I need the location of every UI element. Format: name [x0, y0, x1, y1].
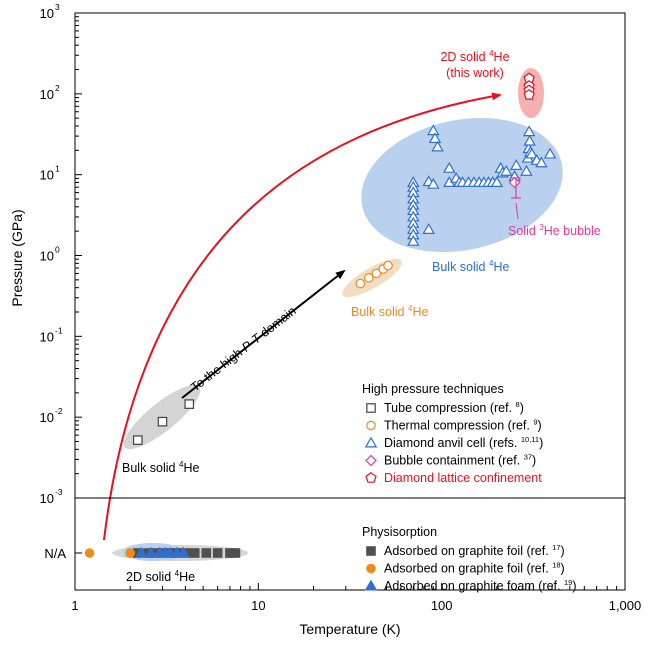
data-point-physisorption — [125, 548, 135, 558]
legend-label: Tube compression (ref. 8) — [384, 400, 524, 415]
data-point — [184, 399, 195, 409]
black-arrow — [181, 269, 346, 399]
label-this-work: (this work) — [446, 66, 504, 80]
legend-marker — [366, 563, 376, 574]
bubble-error-bar — [511, 177, 521, 199]
label-2d-bottom: 2D solid 4He — [126, 569, 195, 584]
data-point — [355, 278, 366, 289]
data-marks — [84, 72, 557, 558]
x-tick-label: 1 — [71, 598, 78, 613]
data-point-physisorption — [135, 546, 148, 558]
data-point-physisorption — [177, 546, 190, 558]
data-point — [371, 268, 382, 279]
legend-marker — [364, 579, 378, 591]
data-point — [509, 159, 523, 170]
legend-label: Diamond anvil cell (refs. 10,11) — [384, 435, 543, 450]
label-solid3-bubble: Solid 3He bubble — [508, 223, 601, 238]
data-point — [535, 156, 548, 168]
legend-label: Bubble containment (ref. 37) — [384, 453, 536, 468]
x-tick-label: 10 — [251, 598, 265, 613]
legend-label: Adsorbed on graphite foil (ref. 18) — [384, 561, 565, 576]
data-point — [522, 125, 536, 137]
data-point — [543, 147, 557, 159]
data-point — [508, 176, 521, 189]
y-tick-exponent: -3 — [55, 487, 63, 497]
x-tick-label: 100 — [431, 598, 453, 613]
y-tick-exponent: 3 — [55, 2, 60, 12]
legend-label: Thermal compression (ref. 9) — [384, 418, 542, 433]
y-tick-label: 10 — [40, 410, 54, 425]
legend-high-pressure: High pressure techniques Tube compressio… — [362, 382, 543, 485]
y-tick-label: 10 — [40, 6, 54, 21]
legend-high-title: High pressure techniques — [362, 382, 504, 396]
data-point — [443, 161, 456, 173]
legend-label: Adsorbed on graphite foil (ref. 17) — [384, 543, 565, 558]
data-point-physisorption — [201, 548, 212, 558]
data-point — [407, 234, 420, 246]
data-point — [363, 272, 374, 283]
data-point — [523, 134, 536, 146]
shaded-regions — [112, 68, 563, 561]
axis-ticks — [74, 12, 626, 590]
y-tick-exponent: 0 — [55, 245, 60, 255]
plot-frame — [74, 12, 626, 591]
legend-marker — [366, 546, 376, 556]
data-point — [383, 260, 393, 271]
y-tick-exponent: -2 — [55, 406, 63, 416]
label-2d-this-work: 2D solid 4He — [440, 49, 509, 64]
legend-phys-title: Physisorption — [362, 525, 437, 539]
y-tick-label: 10 — [40, 491, 54, 506]
label-arrow: To the high P-T domain — [188, 304, 299, 395]
label-bulk-low: Bulk solid 4He — [122, 460, 199, 475]
data-point — [157, 416, 168, 427]
legend-marker — [364, 436, 378, 448]
legend-physisorption: Physisorption Adsorbed on graphite foil … — [362, 525, 577, 593]
legend-marker — [365, 454, 377, 467]
y-tick-label: 10 — [40, 87, 54, 102]
label-bulk-orange: Bulk solid 4He — [351, 304, 428, 319]
data-point-physisorption — [212, 548, 223, 558]
label-bulk-blue: Bulk solid 4He — [432, 259, 509, 274]
data-point — [523, 88, 535, 100]
y-tick-exponent: 1 — [55, 164, 60, 174]
data-point — [431, 140, 444, 152]
x-axis-title: Temperature (K) — [299, 621, 400, 637]
data-point — [428, 132, 442, 144]
x-tick-label: 1,000 — [609, 598, 642, 613]
data-point — [132, 435, 143, 445]
legend-marker — [366, 403, 376, 413]
y-tick-label: 10 — [40, 249, 54, 264]
data-point — [490, 176, 504, 188]
y-tick-exponent: -1 — [55, 325, 63, 335]
data-point — [499, 164, 513, 176]
data-point — [427, 177, 440, 189]
data-point-physisorption — [230, 548, 241, 558]
data-point — [520, 164, 533, 176]
y-tick-label: 10 — [40, 329, 54, 344]
data-point — [525, 147, 538, 159]
y-tick-label: 10 — [40, 168, 54, 183]
y-axis-title: Pressure (GPa) — [9, 209, 25, 306]
data-point-physisorption — [84, 548, 95, 558]
legend-label: Diamond lattice confinement — [384, 471, 542, 485]
legend-marker — [366, 420, 376, 431]
legend-label: Adsorbed on graphite foam (ref. 19) — [384, 578, 577, 593]
data-point-physisorption — [144, 546, 158, 558]
data-point-physisorption — [189, 548, 200, 558]
na-tick-label: N/A — [44, 546, 66, 561]
bubble-pointer — [515, 202, 519, 220]
legend-marker — [365, 472, 377, 483]
data-point — [422, 223, 435, 234]
data-point — [427, 124, 440, 136]
y-tick-exponent: 2 — [55, 83, 60, 93]
red-arrow — [103, 92, 502, 541]
